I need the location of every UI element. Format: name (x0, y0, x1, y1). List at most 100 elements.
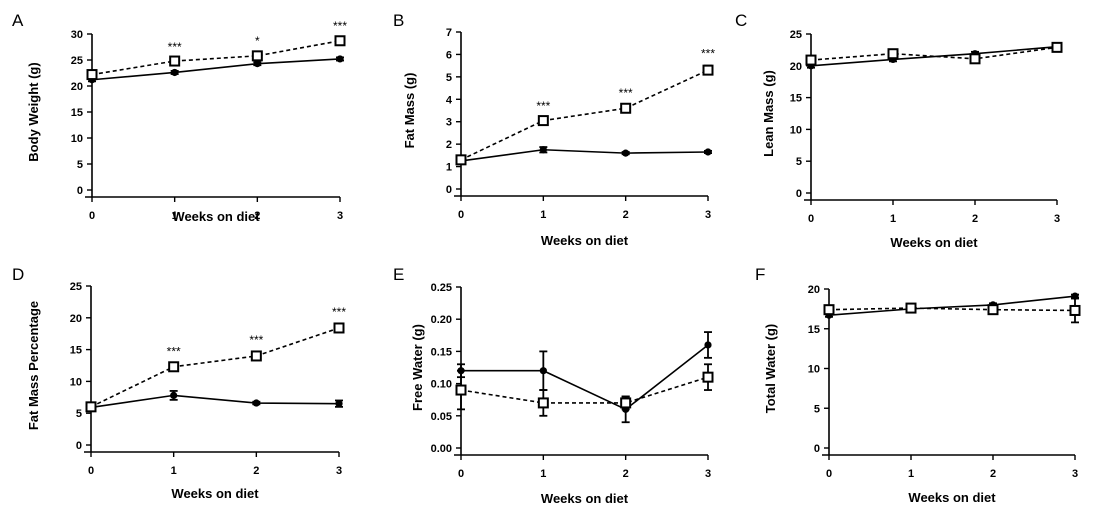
x-tick-label: 3 (705, 468, 711, 480)
y-tick-label: 25 (790, 29, 802, 41)
y-axis-label: Lean Mass (g) (761, 70, 776, 157)
series-dashed (455, 363, 714, 417)
data-point-square (620, 102, 632, 114)
series-solid (457, 331, 712, 424)
x-tick-label: 0 (88, 465, 94, 477)
y-tick-label: 15 (70, 345, 82, 357)
x-tick-label: 3 (705, 209, 711, 221)
data-point-circle (170, 391, 178, 399)
panel-f: F 0 5 10 15 20 0 1 2 3 Weeks on diet Total Water (g… (755, 265, 1081, 505)
x-tick-label: 0 (89, 210, 95, 222)
series-line-solid (461, 344, 709, 411)
data-point-circle (252, 399, 260, 407)
y-tick-label: 0 (76, 440, 82, 452)
x-tick-label: 3 (336, 465, 342, 477)
significance-label: *** (167, 345, 181, 359)
series-solid (457, 146, 712, 165)
data-point-square (702, 64, 714, 76)
y-tick-label: 15 (71, 107, 83, 119)
series-line-solid (90, 394, 340, 409)
y-tick-label: 0 (814, 443, 820, 455)
data-point-square (169, 55, 181, 67)
data-point-square (250, 350, 262, 362)
x-tick-label: 2 (972, 213, 978, 225)
panel-letter: C (735, 11, 747, 30)
y-tick-label: 1 (446, 162, 452, 174)
x-tick-label: 2 (253, 465, 259, 477)
x-tick-label: 0 (808, 213, 814, 225)
x-axis-label: Weeks on diet (541, 233, 629, 248)
x-tick-label: 1 (908, 468, 914, 480)
x-tick-label: 0 (458, 468, 464, 480)
series-solid (807, 43, 1061, 70)
series-line-solid (828, 295, 1076, 317)
series-solid (87, 390, 343, 412)
x-tick-label: 2 (254, 210, 260, 222)
series-solid (88, 55, 344, 84)
x-tick-label: 2 (623, 468, 629, 480)
x-axis-label: Weeks on diet (541, 491, 629, 506)
x-tick-label: 3 (337, 210, 343, 222)
y-tick-label: 20 (790, 61, 802, 73)
series-line-dashed (828, 307, 1076, 312)
data-point-square (1051, 41, 1063, 53)
panel-letter: F (755, 265, 765, 284)
y-tick-label: 2 (446, 139, 452, 151)
x-axis-label: Weeks on diet (908, 490, 996, 505)
panel-letter: E (393, 265, 404, 284)
significance-label: *** (249, 333, 263, 347)
data-point-square (987, 304, 999, 316)
y-tick-label: 20 (808, 284, 820, 296)
y-tick-label: 5 (77, 159, 83, 171)
x-tick-label: 1 (172, 210, 178, 222)
panel-e: E 0.00 0.05 0.10 0.15 0.20 0.25 0 1 2 3 Weeks on di… (393, 265, 714, 506)
data-point-square (1069, 304, 1081, 316)
series-line-solid (810, 45, 1058, 67)
y-tick-label: 10 (70, 376, 82, 388)
data-point-square (905, 302, 917, 314)
y-tick-label: 0 (77, 185, 83, 197)
data-point-square (823, 304, 835, 316)
y-axis-label: Free Water (g) (410, 324, 425, 411)
y-tick-label: 0.20 (431, 314, 452, 326)
y-tick-label: 0.25 (431, 282, 452, 294)
data-point-circle (335, 400, 343, 408)
series-dashed (85, 322, 345, 413)
y-axis-label: Fat Mass (g) (402, 73, 417, 149)
panel-letter: B (393, 11, 404, 30)
series-line-dashed (90, 327, 340, 408)
data-point-circle (704, 148, 712, 156)
y-tick-label: 30 (71, 29, 83, 41)
y-tick-label: 6 (446, 49, 452, 61)
data-point-square (969, 53, 981, 65)
y-tick-label: 10 (790, 124, 802, 136)
series-dashed (86, 35, 346, 81)
y-tick-label: 20 (71, 81, 83, 93)
y-tick-label: 0.00 (431, 443, 452, 455)
data-point-square (702, 371, 714, 383)
x-tick-label: 2 (623, 209, 629, 221)
panel-letter: D (12, 265, 24, 284)
x-axis-label: Weeks on diet (890, 235, 978, 250)
y-tick-label: 15 (790, 93, 802, 105)
data-point-circle (253, 60, 261, 68)
panel-a: A 0 5 10 15 20 25 30 0 1 2 3 Weeks on diet Body Weigh… (12, 11, 347, 224)
series-line-dashed (91, 39, 341, 76)
y-tick-label: 10 (808, 364, 820, 376)
series-dashed (455, 64, 714, 166)
data-point-square (251, 50, 263, 62)
y-tick-label: 5 (814, 403, 820, 415)
series-line-solid (460, 148, 709, 162)
series-line-solid (91, 58, 341, 81)
x-tick-label: 1 (540, 468, 546, 480)
y-tick-label: 5 (76, 408, 82, 420)
y-tick-label: 5 (446, 72, 452, 84)
y-tick-label: 5 (796, 156, 802, 168)
x-tick-label: 0 (458, 209, 464, 221)
series-dashed (805, 41, 1063, 66)
significance-label: *** (536, 99, 550, 113)
series-dashed (823, 297, 1081, 324)
panel-c: C 0 5 10 15 20 25 0 1 2 3 Weeks on diet Lean Mass (g… (735, 11, 1063, 250)
x-axis-label: Weeks on diet (172, 209, 260, 224)
